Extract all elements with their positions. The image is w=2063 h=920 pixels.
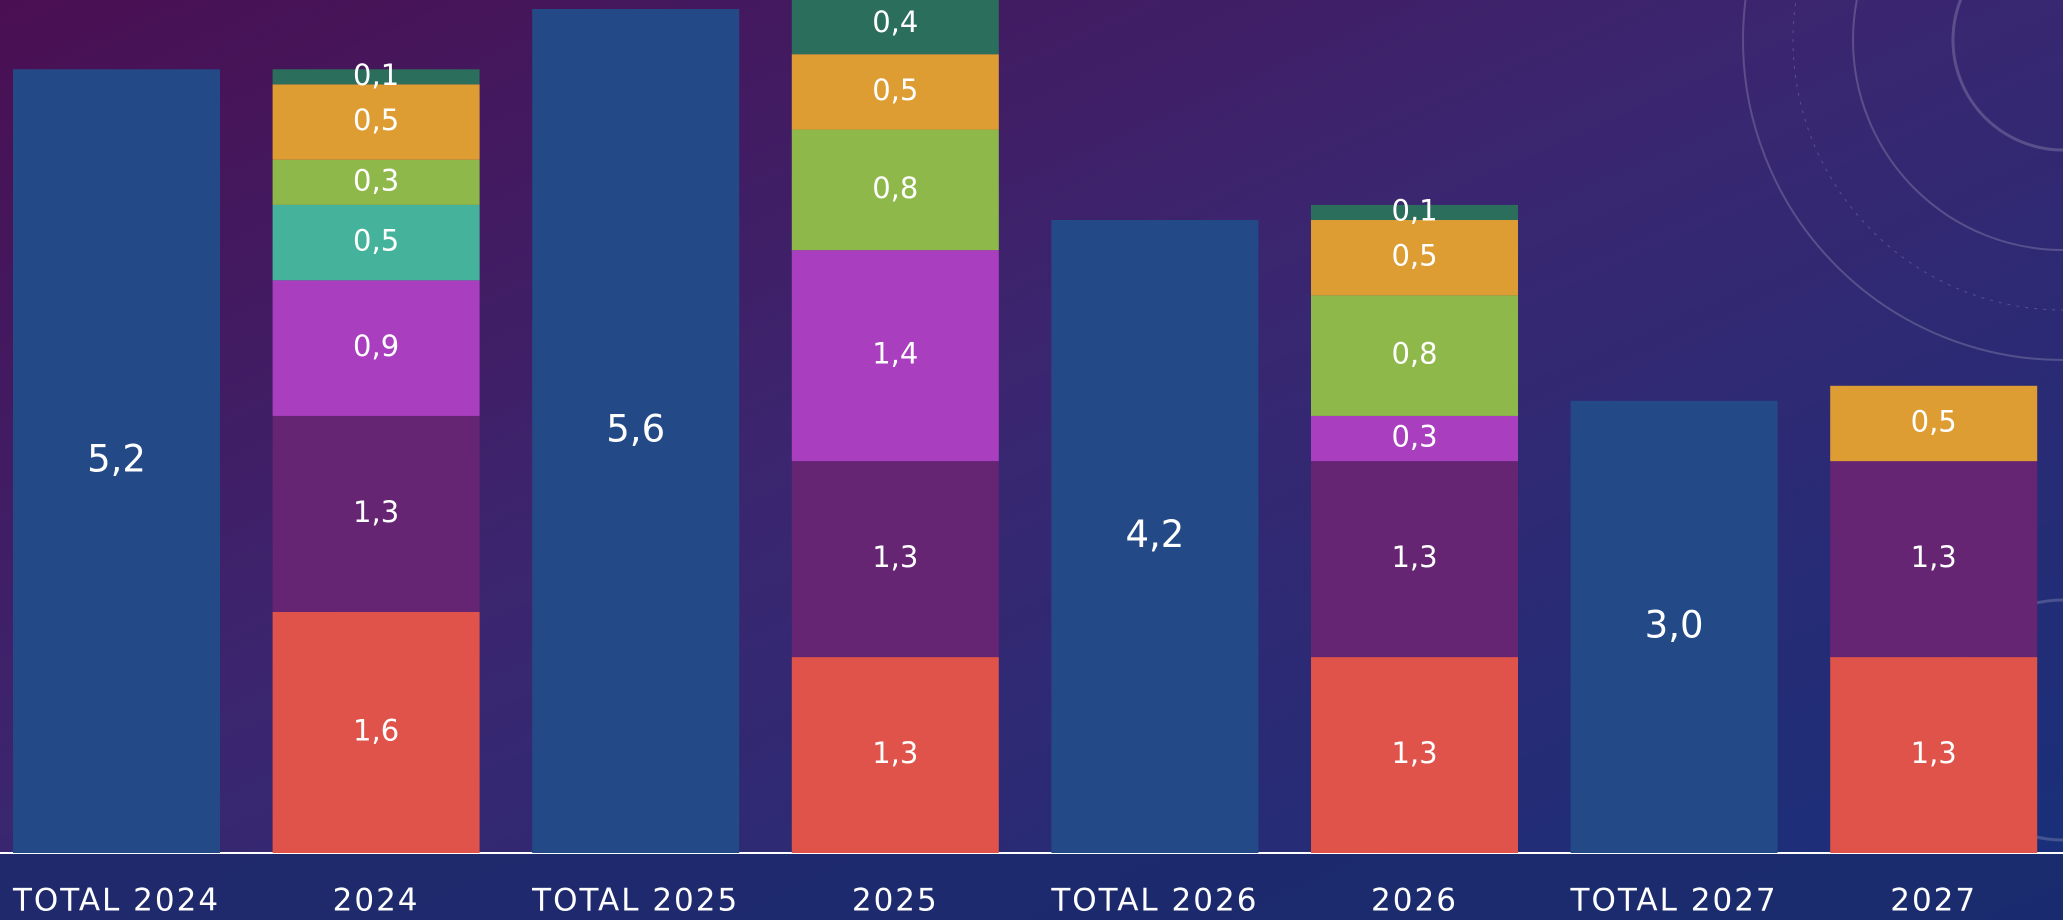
data-label: 0,5 <box>1911 404 1957 438</box>
bar-segment <box>13 69 220 854</box>
data-label: 0,8 <box>872 171 918 205</box>
x-tick-label: 2026 <box>1371 883 1458 919</box>
data-label: 1,3 <box>1391 540 1437 574</box>
bar-segment <box>272 415 480 612</box>
data-label: 1,3 <box>872 540 918 574</box>
data-label: 0,5 <box>1391 239 1437 273</box>
axis-band <box>0 853 2063 920</box>
data-label: 5,6 <box>606 408 665 451</box>
bar-segment <box>272 204 480 281</box>
data-label: 0,3 <box>353 163 399 197</box>
bar-segment <box>1311 220 1518 296</box>
bar-segment <box>272 280 480 416</box>
x-tick-label: TOTAL 2026 <box>1050 883 1258 919</box>
bar-segment <box>791 461 999 658</box>
bar-segment <box>532 9 740 853</box>
data-label: 1,4 <box>872 337 918 371</box>
data-label: 1,3 <box>1911 540 1957 574</box>
data-label: 0,4 <box>872 5 918 39</box>
data-label: 1,3 <box>872 736 918 770</box>
bar-segment <box>1311 461 1518 658</box>
bar-segment <box>1311 204 1518 220</box>
bar-segment <box>1311 657 1518 853</box>
x-tick-label: TOTAL 2027 <box>1570 883 1778 919</box>
x-tick-label: 2024 <box>333 883 420 919</box>
bar-segment <box>791 129 999 251</box>
data-label: 0,5 <box>353 224 399 258</box>
data-label: 0,5 <box>353 103 399 137</box>
bar-segment <box>1830 461 2038 658</box>
bar-segment <box>791 54 999 130</box>
bar-segment <box>791 657 999 853</box>
x-tick-label: TOTAL 2025 <box>531 883 739 919</box>
bar-segment <box>791 0 999 55</box>
bar-segment <box>1311 295 1518 416</box>
bar-segment <box>1311 415 1518 462</box>
bar-segment <box>1830 385 2038 462</box>
data-label: 0,5 <box>872 73 918 107</box>
bar-segment <box>1051 220 1259 853</box>
data-label: 1,3 <box>353 495 399 529</box>
data-label: 4,2 <box>1125 513 1184 556</box>
bar-segment <box>272 69 480 85</box>
data-label: 0,8 <box>1391 337 1437 371</box>
data-label: 1,3 <box>1391 736 1437 770</box>
bar-segment <box>272 159 480 205</box>
x-tick-label: 2027 <box>1890 883 1977 919</box>
data-label: 1,6 <box>353 713 399 747</box>
data-label: 1,3 <box>1911 736 1957 770</box>
bar-segment <box>1570 400 1778 853</box>
data-label: 0,3 <box>1391 420 1437 454</box>
data-label: 0,9 <box>353 329 399 363</box>
data-label: 3,0 <box>1645 603 1704 646</box>
x-tick-label: 2025 <box>852 883 939 919</box>
data-label: 0,1 <box>353 58 399 92</box>
data-label: 5,2 <box>87 438 146 481</box>
bar-segment <box>272 611 480 853</box>
bar-segment <box>791 250 999 462</box>
bar-segment <box>272 84 480 160</box>
x-tick-label: TOTAL 2024 <box>12 883 220 919</box>
bar-segment <box>1830 657 2038 853</box>
data-label: 0,1 <box>1391 193 1437 227</box>
